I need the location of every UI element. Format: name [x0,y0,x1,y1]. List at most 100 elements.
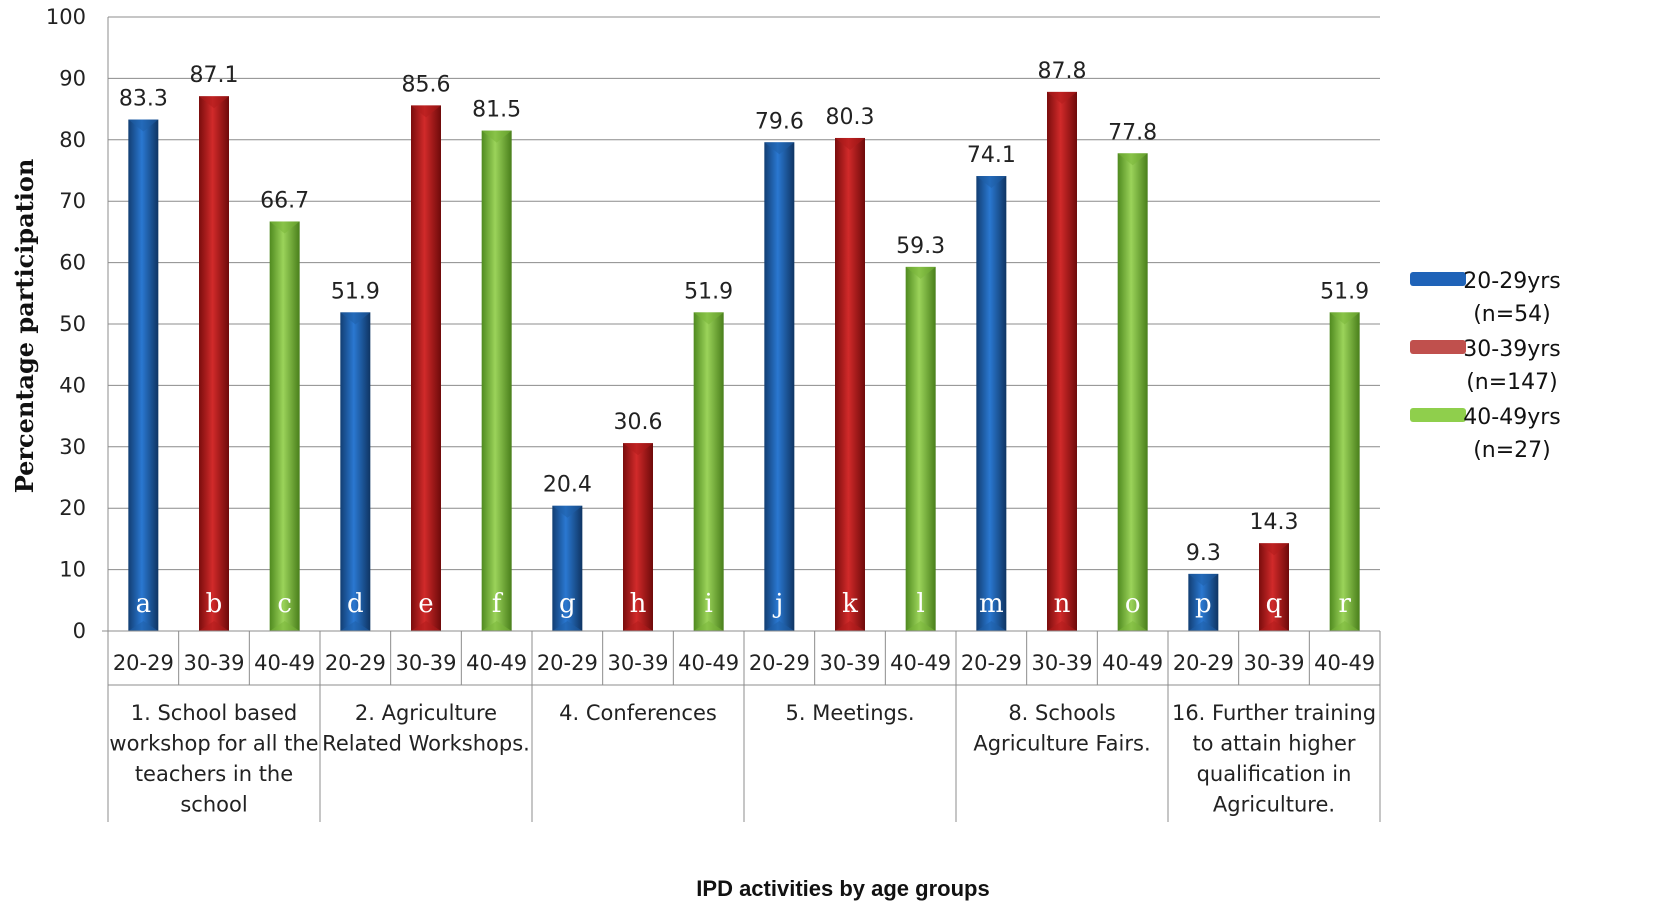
bar-cap [128,119,159,132]
gridlines [108,16,1380,571]
data-label: 87.1 [190,63,239,88]
category-label: 5. Meetings. [786,701,915,725]
bar-group: 79.6 j [755,109,804,632]
bar-letter: q [1266,589,1283,619]
x-tick-label: 20-29 [113,651,174,675]
bar-letter: b [206,589,223,619]
y-tick-label: 50 [59,312,86,336]
bar-letter: o [1125,589,1141,619]
legend-sublabel: (n=27) [1473,438,1551,463]
y-tick-label: 100 [46,5,86,29]
data-label: 81.5 [472,98,521,123]
data-label: 87.8 [1038,59,1087,84]
bar-base [481,621,512,631]
bars: 83.3 a 87.1 b 66.7 c 51.9 d 85.6 e 81.5 f 20.4 g 30.6 h… [119,59,1369,632]
x-tick-label: 20-29 [749,651,810,675]
x-tick-label: 20-29 [537,651,598,675]
category-label: 16. Further training [1172,701,1376,725]
x-tick-label: 40-49 [1314,651,1375,675]
bar-group: 66.7 c [260,188,309,631]
bar-group: 30.6 h [614,410,662,631]
bar-base [340,621,371,631]
bar-base [764,621,795,631]
data-label: 20.4 [543,473,592,498]
y-axis-title: Percentage participation [10,159,39,494]
data-label: 79.6 [755,109,804,134]
bar-group: 80.3 k [826,105,875,631]
y-tick-label: 10 [59,558,86,582]
legend-item: 30-39yrs (n=147) [1410,337,1561,395]
data-label: 51.9 [1320,279,1369,304]
bar-letter: l [917,589,925,619]
bar-base [1259,621,1289,631]
y-tick-label: 30 [59,435,86,459]
legend-label: 20-29yrs [1463,269,1560,294]
bar [976,176,1007,631]
bar [693,312,724,631]
bar-base [693,621,724,631]
bar [128,119,159,632]
category-label: workshop for all the [109,732,318,756]
bar-cap [199,96,229,109]
x-tick-label: 40-49 [678,651,739,675]
data-label: 80.3 [826,105,875,130]
x-tick-label: 40-49 [1102,651,1163,675]
bar-letter: c [277,589,292,619]
bar [552,505,583,631]
bar-cap [340,312,371,325]
bar-letter: j [772,589,783,619]
legend-item: 40-49yrs (n=27) [1410,405,1561,463]
bar-group: 81.5 f [472,98,521,631]
bar-base [623,621,653,631]
bar-letter: f [492,589,504,619]
category-label: to attain higher [1192,732,1355,756]
bar [1047,91,1077,631]
y-tick-label: 60 [59,251,86,275]
bar-group: 14.3 q [1250,510,1299,631]
bar-group: 51.9 i [684,279,733,631]
bar-group: 9.3 p [1186,541,1221,631]
bar-group: 83.3 a [119,87,168,632]
bar-cap [1117,153,1148,166]
bar-cap [1047,91,1077,104]
category-label: school [180,793,247,817]
data-label: 51.9 [331,279,380,304]
bar-cap [1188,573,1219,586]
bar-letter: i [705,589,713,619]
bar [1329,312,1360,631]
bar [340,312,371,631]
bar-cap [693,312,724,325]
data-label: 66.7 [260,188,309,213]
data-label: 77.8 [1108,120,1157,145]
category-label: 2. Agriculture [355,701,497,725]
bar-letter: k [842,589,858,619]
bar-letter: e [418,589,433,619]
bar [269,221,300,631]
axes: 0 10 20 30 40 50 60 70 80 90 100 20-29 30-39 40-49 1. … [46,5,1381,822]
legend-sublabel: (n=54) [1473,302,1551,327]
x-tick-label: 40-49 [890,651,951,675]
bar-group: 59.3 l [896,234,945,631]
bar [411,105,441,631]
bar-cap [623,443,653,456]
data-label: 14.3 [1250,510,1299,535]
bar-letter: h [630,589,647,619]
legend-label: 30-39yrs [1463,337,1560,362]
x-tick-label: 30-39 [1243,651,1304,675]
legend-swatch [1410,272,1466,286]
bar-group: 51.9 d [331,279,380,631]
bar-letter: r [1338,589,1351,619]
bar-base [976,621,1007,631]
bar-cap [1259,543,1289,556]
bar-cap [1329,312,1360,325]
category-label: 4. Conferences [559,701,717,725]
bar-letter: g [559,589,576,619]
bar-base [1117,621,1148,631]
category-label: Agriculture Fairs. [973,732,1150,756]
bar-cap [976,176,1007,189]
bar [1259,543,1289,631]
x-tick-label: 30-39 [607,651,668,675]
bar-letter: d [347,589,364,619]
data-label: 59.3 [896,234,945,259]
